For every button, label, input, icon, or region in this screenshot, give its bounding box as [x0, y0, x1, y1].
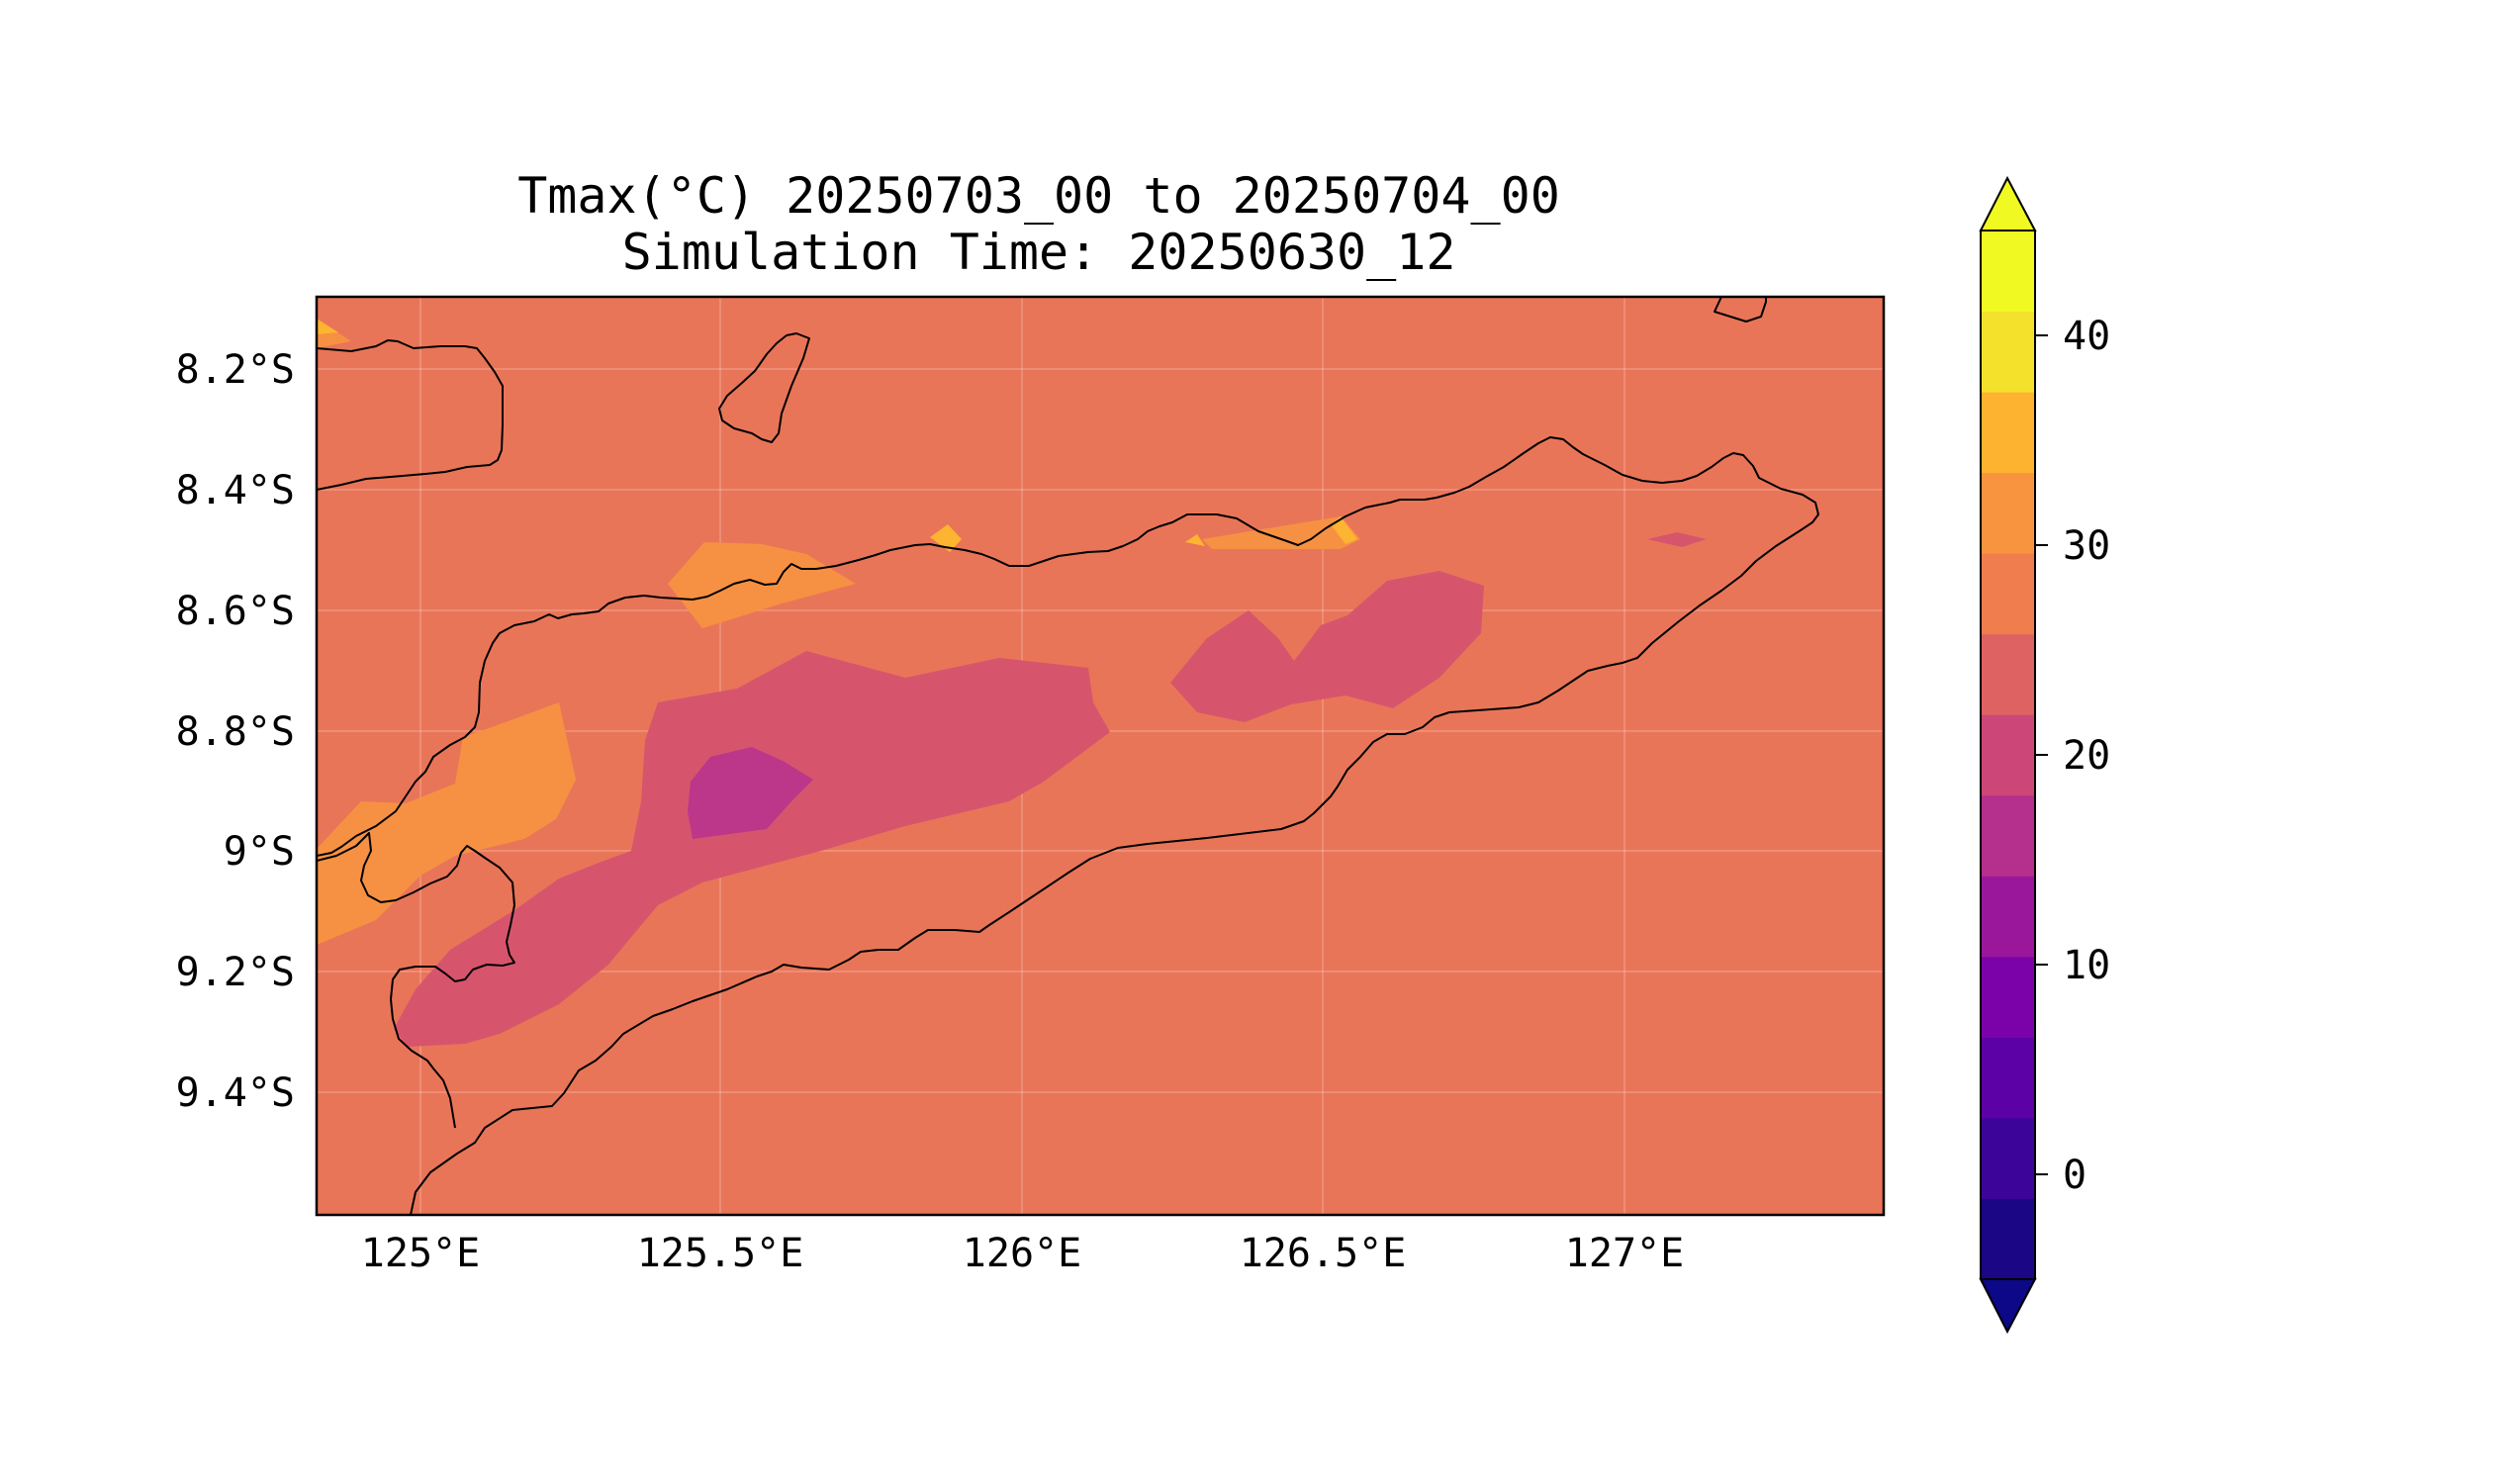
colorbar-ticks [2035, 334, 2048, 1175]
coastlines [317, 297, 1819, 1215]
lon-tick-label: 125.5°E [637, 1231, 804, 1276]
map-panel [317, 297, 1884, 1215]
map-frame [315, 295, 1886, 1217]
colorbar-segment [1981, 1037, 2035, 1119]
coastline-atauro [718, 332, 810, 443]
lon-tick-label: 125°E [361, 1231, 480, 1276]
lat-tick-label: 8.8°S [176, 709, 295, 755]
contour-20-25 [394, 532, 1707, 1047]
coastline-oecusse [317, 832, 515, 1129]
colorbar-over-arrow [1979, 175, 2037, 232]
lon-tick-label: 126°E [963, 1231, 1081, 1276]
lon-tick-label: 127°E [1565, 1231, 1684, 1276]
colorbar-segment [1981, 553, 2035, 635]
colorbar-segment [1981, 714, 2035, 796]
lat-tick-label: 9°S [224, 829, 295, 875]
colorbar-tick-label: 20 [2063, 733, 2110, 779]
lat-tick-label: 8.6°S [176, 589, 295, 634]
contour-30-35 [317, 319, 1360, 945]
coastline-timor [317, 436, 1819, 1215]
coastline-northwest-island [317, 339, 504, 491]
colorbar-segment [1981, 311, 2035, 393]
lon-tick-label: 126.5°E [1240, 1231, 1407, 1276]
colorbar-segment [1981, 794, 2035, 877]
lon-axis: 125°E 125.5°E 126°E 126.5°E 127°E [361, 1231, 1684, 1276]
colorbar-tick-label: 40 [2063, 314, 2110, 359]
lat-tick-label: 9.2°S [176, 950, 295, 995]
colorbar-segment [1981, 1117, 2035, 1199]
colorbar-segment [1981, 956, 2035, 1038]
coastline-northeast-island [1714, 297, 1767, 323]
lat-tick-label: 8.2°S [176, 347, 295, 393]
colorbar-segment [1981, 392, 2035, 474]
colorbar-under-arrow [1979, 1278, 2037, 1335]
lat-tick-label: 9.4°S [176, 1070, 295, 1116]
lat-tick-label: 8.4°S [176, 468, 295, 513]
colorbar-segments [1981, 231, 2035, 1280]
map-title-line1: Tmax(°C) 20250703_00 to 20250704_00 [517, 167, 1560, 225]
colorbar-tick-label: 10 [2063, 943, 2110, 988]
colorbar: 0 10 20 30 40 [1979, 175, 2110, 1335]
colorbar-segment [1981, 231, 2035, 313]
colorbar-segment [1981, 472, 2035, 554]
colorbar-segment [1981, 633, 2035, 715]
map-background-field [317, 297, 1884, 1215]
colorbar-tick-label: 0 [2063, 1153, 2087, 1198]
contour-35-40 [317, 319, 1357, 552]
lat-axis: 8.2°S 8.4°S 8.6°S 8.8°S 9°S 9.2°S 9.4°S [176, 347, 295, 1116]
colorbar-segment [1981, 876, 2035, 958]
colorbar-segment [1981, 1198, 2035, 1280]
colorbar-tick-label: 30 [2063, 523, 2110, 569]
contour-15-20 [688, 747, 813, 839]
map-title-line2: Simulation Time: 20250630_12 [622, 224, 1456, 281]
